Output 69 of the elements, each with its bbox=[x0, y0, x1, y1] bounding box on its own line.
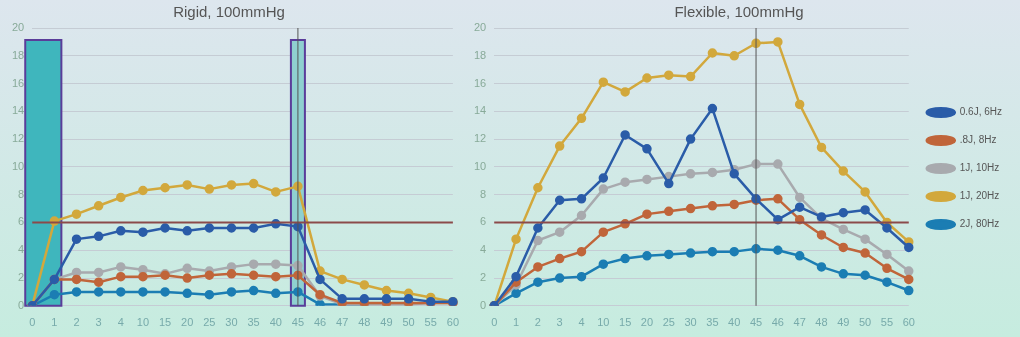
legend-label: .8J, 8Hz bbox=[959, 134, 997, 146]
y-tick-label: 10 bbox=[473, 159, 487, 172]
x-tick-label: 1 bbox=[51, 316, 58, 329]
legend-label: 0.6J, 6Hz bbox=[959, 106, 1003, 118]
legend-label: 1J, 10Hz bbox=[959, 162, 1000, 174]
y-tick-label: 16 bbox=[11, 76, 25, 89]
y-tick-label: 20 bbox=[11, 21, 25, 34]
x-tick-label: 30 bbox=[225, 316, 238, 329]
x-tick-label: 1 bbox=[512, 316, 520, 329]
x-tick-label: 55 bbox=[424, 316, 437, 329]
y-tick-label: 16 bbox=[473, 76, 487, 89]
y-tick-label: 18 bbox=[473, 48, 487, 61]
y-tick-label: 8 bbox=[18, 187, 25, 200]
y-tick-label: 20 bbox=[473, 21, 487, 34]
x-tick-label: 45 bbox=[291, 316, 305, 329]
x-tick-label: 48 bbox=[815, 316, 828, 329]
y-tick-label: 12 bbox=[11, 132, 25, 145]
chart-title: Rigid, 100mmHg bbox=[173, 3, 285, 21]
legend-label: 1J, 20Hz bbox=[959, 190, 1000, 202]
x-tick-label: 55 bbox=[880, 316, 894, 329]
x-tick-label: 3 bbox=[556, 316, 563, 329]
x-tick-label: 49 bbox=[837, 316, 850, 329]
x-tick-label: 0 bbox=[29, 316, 36, 329]
x-tick-label: 2 bbox=[73, 316, 80, 329]
x-tick-label: 46 bbox=[313, 316, 327, 329]
y-tick-label: 0 bbox=[480, 298, 487, 311]
y-tick-label: 14 bbox=[473, 104, 487, 117]
x-tick-label: 50 bbox=[402, 316, 415, 329]
y-tick-label: 6 bbox=[480, 215, 487, 228]
y-tick-label: 12 bbox=[473, 132, 487, 145]
x-tick-label: 10 bbox=[597, 316, 610, 329]
x-tick-label: 35 bbox=[706, 316, 719, 329]
x-tick-label: 47 bbox=[336, 316, 349, 329]
x-tick-label: 4 bbox=[578, 316, 585, 329]
x-tick-label: 60 bbox=[902, 316, 915, 329]
y-tick-label: 0 bbox=[18, 298, 25, 311]
chart-title: Flexible, 100mmHg bbox=[674, 3, 804, 21]
x-tick-label: 4 bbox=[117, 316, 124, 329]
x-tick-label: 15 bbox=[158, 316, 172, 329]
x-tick-label: 3 bbox=[95, 316, 102, 329]
y-tick-label: 6 bbox=[18, 215, 25, 228]
x-tick-label: 47 bbox=[793, 316, 806, 329]
x-tick-label: 10 bbox=[136, 316, 150, 329]
x-tick-label: 25 bbox=[662, 316, 675, 329]
x-tick-label: 46 bbox=[771, 316, 784, 329]
y-tick-label: 2 bbox=[18, 271, 25, 284]
x-tick-label: 40 bbox=[728, 316, 741, 329]
x-tick-label: 60 bbox=[446, 316, 460, 329]
y-tick-label: 2 bbox=[480, 271, 487, 284]
x-tick-label: 2 bbox=[534, 316, 541, 329]
y-tick-label: 10 bbox=[11, 159, 25, 172]
x-tick-label: 35 bbox=[247, 316, 260, 329]
y-tick-label: 4 bbox=[18, 243, 25, 256]
x-tick-label: 50 bbox=[859, 316, 872, 329]
legend-label: 2J, 80Hz bbox=[959, 218, 1000, 230]
y-tick-label: 4 bbox=[480, 243, 487, 256]
x-tick-label: 30 bbox=[684, 316, 697, 329]
x-tick-label: 49 bbox=[380, 316, 393, 329]
y-tick-label: 18 bbox=[11, 48, 25, 61]
x-tick-label: 20 bbox=[640, 316, 654, 329]
x-tick-label: 25 bbox=[203, 316, 216, 329]
x-tick-label: 45 bbox=[749, 316, 763, 329]
y-tick-label: 8 bbox=[480, 187, 487, 200]
x-tick-label: 15 bbox=[619, 316, 632, 329]
y-tick-label: 14 bbox=[11, 104, 25, 117]
x-tick-label: 40 bbox=[269, 316, 282, 329]
x-tick-label: 0 bbox=[491, 316, 498, 329]
x-tick-label: 20 bbox=[181, 316, 194, 329]
x-tick-label: 48 bbox=[358, 316, 371, 329]
